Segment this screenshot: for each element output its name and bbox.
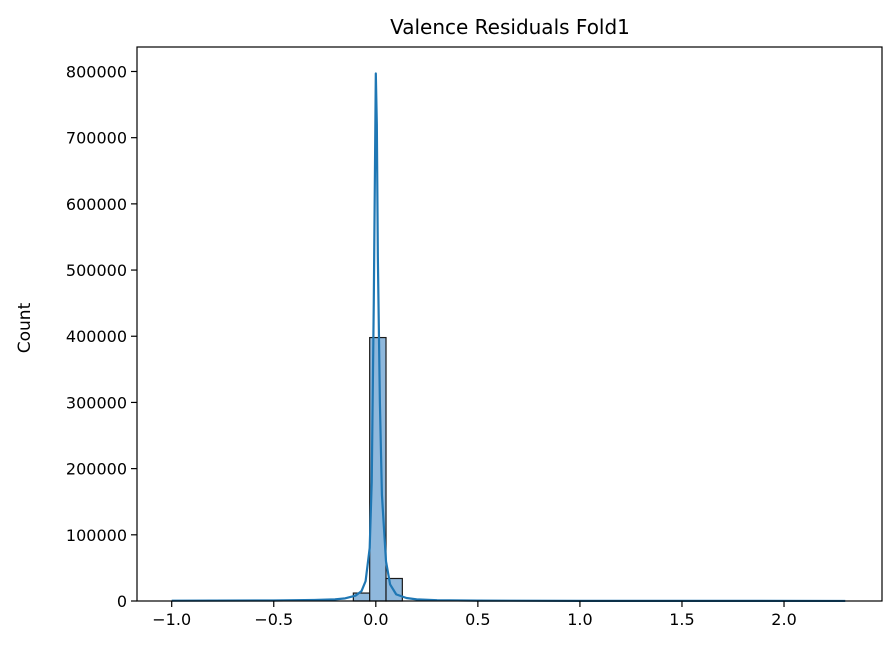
y-tick-label: 700000 xyxy=(66,129,127,148)
x-tick-label: −1.0 xyxy=(152,610,191,629)
x-tick-label: 1.5 xyxy=(669,610,694,629)
y-tick-label: 100000 xyxy=(66,526,127,545)
histogram-bars xyxy=(352,336,403,602)
x-tick-label: 0.0 xyxy=(363,610,388,629)
y-tick-label: 800000 xyxy=(66,62,127,81)
x-tick-label: 2.0 xyxy=(771,610,796,629)
x-tick-label: 0.5 xyxy=(465,610,490,629)
y-axis-ticks: 0 100000 200000 300000 400000 500000 600000 700… xyxy=(66,62,137,611)
y-tick-label: 500000 xyxy=(66,261,127,280)
kde-line xyxy=(171,72,846,603)
y-tick-label: 0 xyxy=(117,592,127,611)
y-tick-label: 600000 xyxy=(66,195,127,214)
y-tick-label: 400000 xyxy=(66,327,127,346)
x-tick-label: 1.0 xyxy=(567,610,592,629)
y-tick-label: 300000 xyxy=(66,393,127,412)
y-axis-label: Count xyxy=(15,302,35,353)
x-axis-ticks: −1.0 −0.5 0.0 0.5 1.0 1.5 2.0 xyxy=(152,601,797,629)
y-tick-label: 200000 xyxy=(66,460,127,479)
x-tick-label: −0.5 xyxy=(254,610,293,629)
kde-curve xyxy=(171,72,846,603)
plot-frame xyxy=(136,46,883,602)
chart-title: Valence Residuals Fold1 xyxy=(390,15,630,39)
